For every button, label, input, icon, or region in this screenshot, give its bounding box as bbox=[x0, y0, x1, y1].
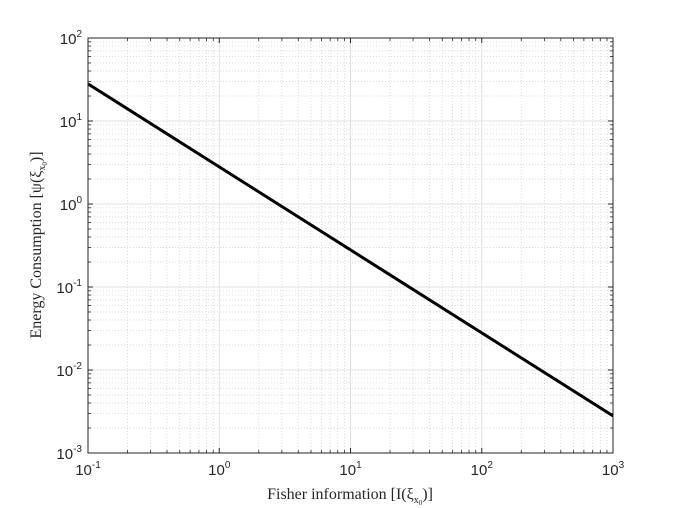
x-tick-label-base: 10 bbox=[602, 462, 619, 479]
x-axis-label-subsub: 0 bbox=[419, 499, 423, 507]
x-tick-label: 10-1 bbox=[75, 460, 101, 479]
y-tick-label-exponent: 1 bbox=[76, 112, 82, 123]
y-tick-label-base: 10 bbox=[56, 280, 73, 297]
y-tick-label-exponent: -2 bbox=[73, 361, 82, 372]
x-tick-label-exponent: -1 bbox=[92, 460, 101, 471]
x-tick-label-exponent: 0 bbox=[225, 460, 231, 471]
y-axis-label-sub: x bbox=[37, 166, 48, 171]
y-axis-label-end: )] bbox=[28, 151, 45, 162]
x-tick-label-base: 10 bbox=[208, 462, 225, 479]
y-tick-label: 101 bbox=[60, 112, 83, 131]
y-axis-label: Energy Consumption [ψ(ξx0)] bbox=[28, 151, 49, 338]
y-tick-label-exponent: 0 bbox=[76, 195, 82, 206]
x-tick-label: 101 bbox=[339, 460, 362, 479]
y-tick-label-exponent: 2 bbox=[76, 29, 82, 40]
x-axis-label-end: )] bbox=[422, 486, 433, 503]
minor-grid bbox=[88, 38, 613, 453]
x-tick-label-exponent: 2 bbox=[487, 460, 493, 471]
y-tick-label-base: 10 bbox=[60, 197, 77, 214]
x-tick-label-exponent: 1 bbox=[356, 460, 362, 471]
x-axis-label-sub: x bbox=[414, 495, 419, 506]
series-line-0 bbox=[87, 82, 614, 418]
y-axis-label-main: Energy Consumption [ψ(ξ bbox=[28, 171, 45, 339]
x-tick-label: 100 bbox=[208, 460, 231, 479]
y-tick-label-exponent: -3 bbox=[73, 444, 82, 455]
y-tick-label-base: 10 bbox=[56, 446, 73, 463]
y-tick-label-exponent: -1 bbox=[73, 278, 82, 289]
y-tick-label: 10-2 bbox=[56, 361, 82, 380]
series-layer bbox=[87, 82, 614, 418]
x-tick-label-base: 10 bbox=[471, 462, 488, 479]
x-tick-label: 103 bbox=[602, 460, 625, 479]
y-axis-label-subsub: 0 bbox=[41, 162, 49, 166]
y-tick-label-base: 10 bbox=[60, 31, 77, 48]
x-tick-labels: 10-1 100 101 102 103 bbox=[75, 460, 624, 479]
x-tick-label-base: 10 bbox=[339, 462, 356, 479]
x-tick-label-exponent: 3 bbox=[619, 460, 625, 471]
y-tick-label: 10-3 bbox=[56, 444, 82, 463]
y-tick-label-base: 10 bbox=[60, 114, 77, 131]
ticks-layer bbox=[87, 37, 614, 454]
x-axis-label: Fisher information [I(ξx0)] bbox=[267, 486, 433, 507]
x-tick-label-base: 10 bbox=[75, 462, 92, 479]
y-tick-label: 100 bbox=[60, 195, 83, 214]
x-axis-label-main: Fisher information [I(ξ bbox=[267, 486, 414, 503]
y-tick-label-base: 10 bbox=[56, 363, 73, 380]
y-tick-label: 102 bbox=[60, 29, 83, 48]
y-tick-label: 10-1 bbox=[56, 278, 82, 297]
x-tick-label: 102 bbox=[471, 460, 494, 479]
